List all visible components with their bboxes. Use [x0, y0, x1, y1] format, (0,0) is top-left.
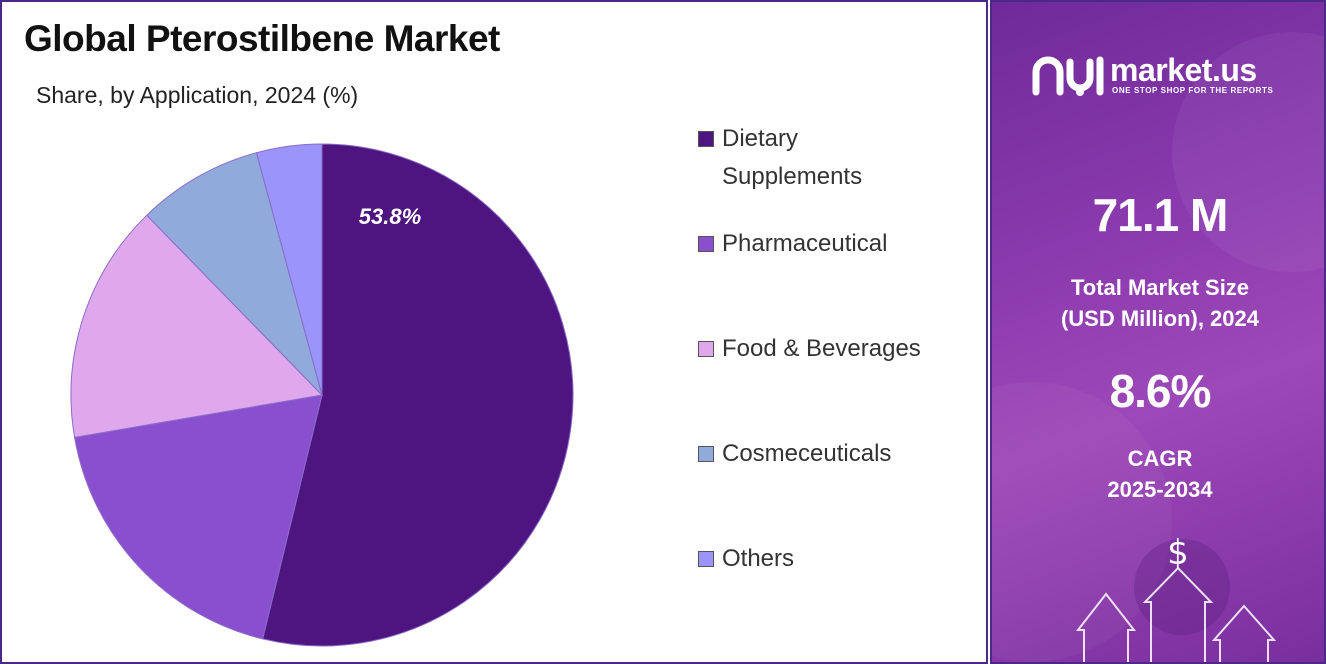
cagr-value: 8.6%: [1109, 365, 1212, 417]
legend-label: Others: [722, 545, 795, 572]
market-size-value: 71.1 M: [1092, 189, 1229, 241]
brand-tagline: ONE STOP SHOP FOR THE REPORTS: [1112, 86, 1274, 95]
cagr-label-line1: CAGR: [1127, 446, 1193, 471]
legend-swatch: [698, 551, 714, 567]
chart-subtitle: Share, by Application, 2024 (%): [36, 82, 359, 108]
pie-slice-2: [74, 394, 323, 640]
market-size-label-line2: (USD Million), 2024: [1060, 306, 1260, 331]
growth-arrows-icon: $: [992, 32, 1324, 662]
dollar-sign: $: [1167, 533, 1189, 573]
market-us-logo-icon: [1032, 56, 1104, 96]
brand-logo: market.us ONE STOP SHOP FOR THE REPORTS: [1032, 52, 1312, 102]
chart-title: Global Pterostilbene Market: [24, 18, 500, 59]
legend-label: Cosmeceuticals: [722, 440, 892, 467]
legend-label: Pharmaceutical: [722, 230, 888, 257]
pie-slice-3: [70, 214, 324, 438]
summary-panel: $ market.us ONE STOP SHOP FOR THE REPORT…: [990, 0, 1326, 664]
market-size-label-line1: Total Market Size: [1070, 275, 1250, 300]
legend-label: Food & Beverages: [722, 335, 921, 362]
chart-panel: Global Pterostilbene Market Share, by Ap…: [0, 0, 988, 664]
pie-slice-5: [255, 143, 323, 396]
legend-label: Dietary Supplements: [722, 125, 863, 190]
pie-slice-4: [146, 152, 323, 397]
pie-slice-1: [262, 143, 574, 647]
brand-name: market.us: [1110, 52, 1257, 88]
legend-swatch: [698, 341, 714, 357]
legend-swatch: [698, 131, 714, 147]
data-label-dietary-supplements: 53.8%: [359, 204, 421, 229]
pie-chart: 53.8%: [70, 143, 574, 647]
legend-swatch: [698, 236, 714, 252]
legend-swatch: [698, 446, 714, 462]
cagr-label-line2: 2025-2034: [1107, 477, 1213, 502]
